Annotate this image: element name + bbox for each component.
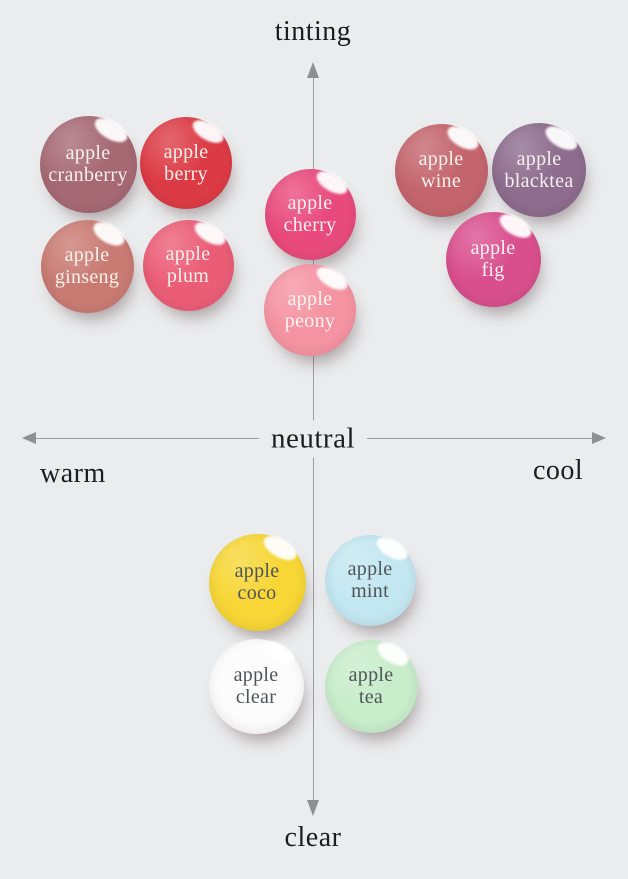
- product-drop-apple-plum: apple plum: [142, 217, 234, 311]
- product-label: apple plum: [166, 243, 211, 288]
- product-label-line: apple: [348, 663, 394, 686]
- product-drop-apple-wine: apple wine: [394, 121, 488, 217]
- product-label: apple peony: [285, 288, 335, 333]
- product-label: apple blacktea: [504, 148, 573, 193]
- product-label-line: apple: [163, 140, 209, 163]
- product-label-line: apple: [470, 236, 516, 259]
- product-drop-apple-fig: apple fig: [445, 209, 541, 307]
- axis-label-clear: clear: [284, 822, 342, 853]
- product-drop-apple-cranberry: apple cranberry: [39, 113, 137, 213]
- product-label-line: apple: [65, 141, 111, 164]
- product-label-line: wine: [420, 170, 462, 192]
- product-label-line: coco: [237, 582, 277, 604]
- product-label: apple mint: [348, 558, 393, 603]
- product-label-line: berry: [164, 163, 208, 185]
- product-label-line: tea: [358, 686, 384, 708]
- product-label: apple ginseng: [55, 244, 119, 289]
- product-label-line: blacktea: [504, 170, 574, 192]
- product-drop-apple-tea: apple tea: [324, 637, 418, 733]
- product-label-line: mint: [351, 580, 389, 602]
- product-label-line: peony: [284, 310, 336, 332]
- product-label: apple fig: [471, 237, 516, 282]
- axis-label-cool: cool: [533, 455, 584, 486]
- product-label-line: apple: [347, 557, 393, 580]
- product-label: apple tea: [349, 664, 394, 709]
- product-label-line: apple: [418, 147, 464, 170]
- product-label-line: apple: [64, 243, 110, 266]
- product-label-line: apple: [516, 147, 562, 170]
- product-drop-apple-cherry: apple cherry: [264, 166, 356, 260]
- axis-label-tinting: tinting: [274, 16, 352, 47]
- product-label-line: apple: [233, 663, 279, 686]
- product-label-line: clear: [235, 686, 277, 708]
- product-drop-apple-peony: apple peony: [264, 262, 356, 356]
- product-label: apple cherry: [284, 192, 337, 237]
- product-drop-apple-berry: apple berry: [140, 115, 232, 209]
- product-label-line: apple: [287, 191, 333, 214]
- product-drop-apple-mint: apple mint: [324, 532, 416, 626]
- arrow-up-icon: [307, 62, 319, 78]
- product-label-line: cranberry: [48, 164, 128, 186]
- product-drop-apple-ginseng: apple ginseng: [40, 217, 134, 313]
- product-label-line: apple: [234, 559, 280, 582]
- product-label: apple berry: [164, 141, 209, 186]
- axis-label-warm: warm: [40, 458, 106, 489]
- axis-label-neutral: neutral: [258, 420, 368, 458]
- product-label: apple clear: [234, 664, 279, 709]
- arrow-left-icon: [22, 432, 36, 444]
- product-label-line: ginseng: [54, 266, 120, 288]
- arrow-down-icon: [307, 800, 319, 816]
- product-drop-apple-coco: apple coco: [208, 531, 306, 631]
- product-label-line: apple: [165, 242, 211, 265]
- product-drop-apple-blacktea: apple blacktea: [492, 121, 586, 217]
- product-label: apple coco: [235, 560, 280, 605]
- product-label: apple wine: [419, 148, 464, 193]
- product-label-line: cherry: [283, 214, 337, 236]
- product-label-line: fig: [481, 259, 505, 281]
- product-label-line: apple: [287, 287, 333, 310]
- product-label: apple cranberry: [48, 142, 127, 187]
- product-drop-apple-clear: apple clear: [208, 636, 304, 734]
- arrow-right-icon: [592, 432, 606, 444]
- product-label-line: plum: [166, 265, 210, 287]
